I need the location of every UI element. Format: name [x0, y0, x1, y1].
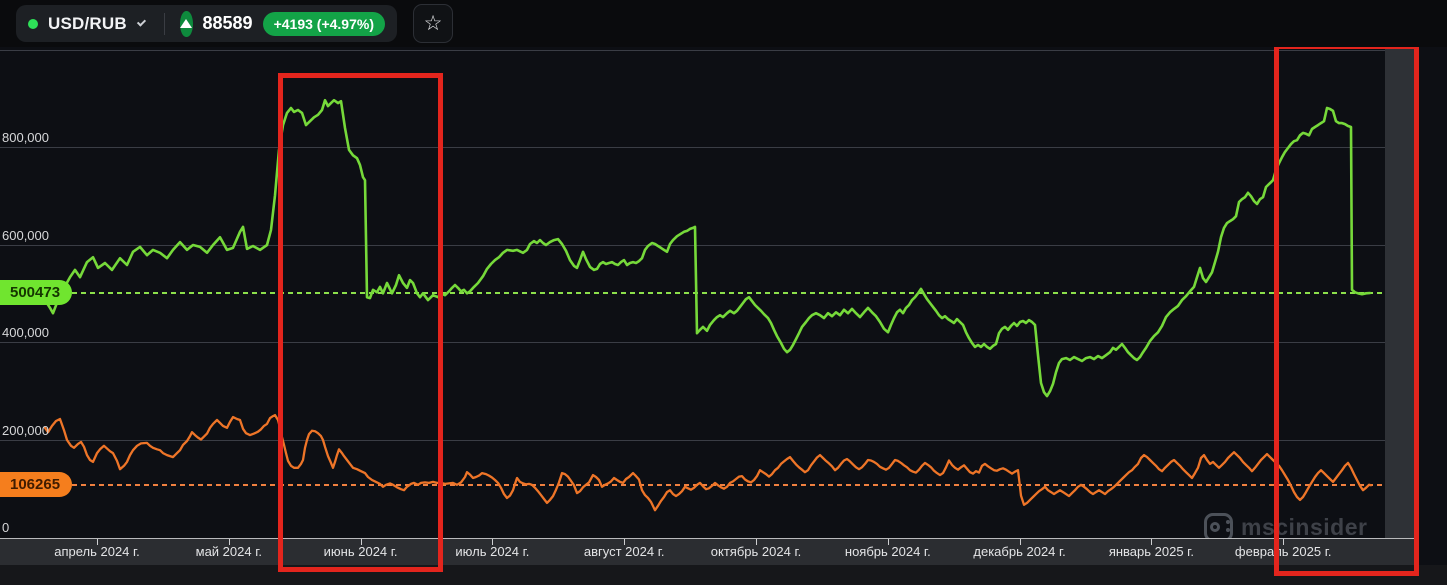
- favorite-button[interactable]: ☆: [413, 4, 453, 43]
- right-scale-band[interactable]: [1385, 47, 1414, 565]
- x-axis-label: февраль 2025 г.: [1234, 544, 1332, 559]
- x-axis-label: январь 2025 г.: [1108, 544, 1194, 559]
- x-axis-label: декабрь 2024 г.: [973, 544, 1066, 559]
- x-axis-label: май 2024 г.: [195, 544, 262, 559]
- symbol-label: USD/RUB: [48, 13, 127, 33]
- gridline: [0, 147, 1385, 148]
- x-axis-tick: [360, 539, 362, 545]
- y-axis-label: 400,000: [2, 325, 49, 340]
- x-axis-tick: [492, 539, 494, 545]
- x-axis-tick: [624, 539, 626, 545]
- x-axis-label: август 2024 г.: [583, 544, 665, 559]
- symbol-switcher[interactable]: USD/RUB 88589 +4193 (+4.97%): [16, 5, 397, 42]
- gridline: [0, 244, 1385, 246]
- watermark-text: mscinsider: [1241, 514, 1368, 540]
- bottom-strip: [0, 565, 1447, 585]
- market-status-dot-icon: [28, 18, 38, 29]
- red-annotation-box[interactable]: [278, 73, 443, 572]
- x-axis-tick: [1151, 539, 1153, 545]
- chart-canvas[interactable]: mscinsider 800,000 600,000 400,000 200,000 0…: [0, 47, 1447, 585]
- toolbar: USD/RUB 88589 +4193 (+4.97%) ☆: [0, 0, 1447, 47]
- green-price-label-pill: 500473: [0, 280, 73, 305]
- y-axis-label: 200,000: [2, 422, 49, 438]
- x-axis-label: октябрь 2024 г.: [710, 544, 802, 559]
- x-axis[interactable]: апрель 2024 г. май 2024 г. июнь 2024 г. июл…: [0, 538, 1417, 565]
- gridline: [0, 49, 1385, 51]
- change-badge: +4193 (+4.97%): [262, 11, 385, 36]
- chevron-down-icon[interactable]: [136, 17, 146, 27]
- orange-price-dashed-line: [0, 484, 1385, 487]
- gridline: [0, 342, 1385, 343]
- watermark: mscinsider: [1204, 513, 1367, 542]
- star-icon: ☆: [423, 12, 443, 35]
- x-axis-tick: [1283, 539, 1285, 545]
- last-price: 88589: [202, 13, 253, 33]
- price-up-circle-icon: [180, 10, 193, 37]
- y-axis-label: 800,000: [2, 130, 49, 145]
- x-axis-tick: [1019, 539, 1021, 545]
- green-price-dashed-line: [0, 292, 1385, 294]
- x-axis-tick: [887, 539, 889, 545]
- triangle-up-icon: [180, 18, 193, 28]
- gridline: [0, 439, 1385, 441]
- x-axis-tick: [97, 539, 98, 545]
- x-axis-tick: [228, 539, 230, 545]
- y-axis-label: 0: [2, 520, 10, 535]
- x-axis-label: июнь 2024 г.: [323, 544, 398, 559]
- x-axis-tick: [756, 539, 757, 545]
- x-axis-label: июль 2024 г.: [455, 544, 530, 559]
- orange-series-polyline: [43, 413, 1373, 512]
- x-axis-label: ноябрь 2024 г.: [844, 544, 931, 559]
- x-axis-label: апрель 2024 г.: [54, 544, 140, 559]
- green-series-polyline: [43, 98, 1372, 398]
- orange-price-label-pill: 106265: [0, 472, 73, 498]
- series-plot: [43, 98, 1373, 512]
- red-annotation-box[interactable]: [1274, 44, 1419, 576]
- y-axis-label: 600,000: [2, 227, 49, 243]
